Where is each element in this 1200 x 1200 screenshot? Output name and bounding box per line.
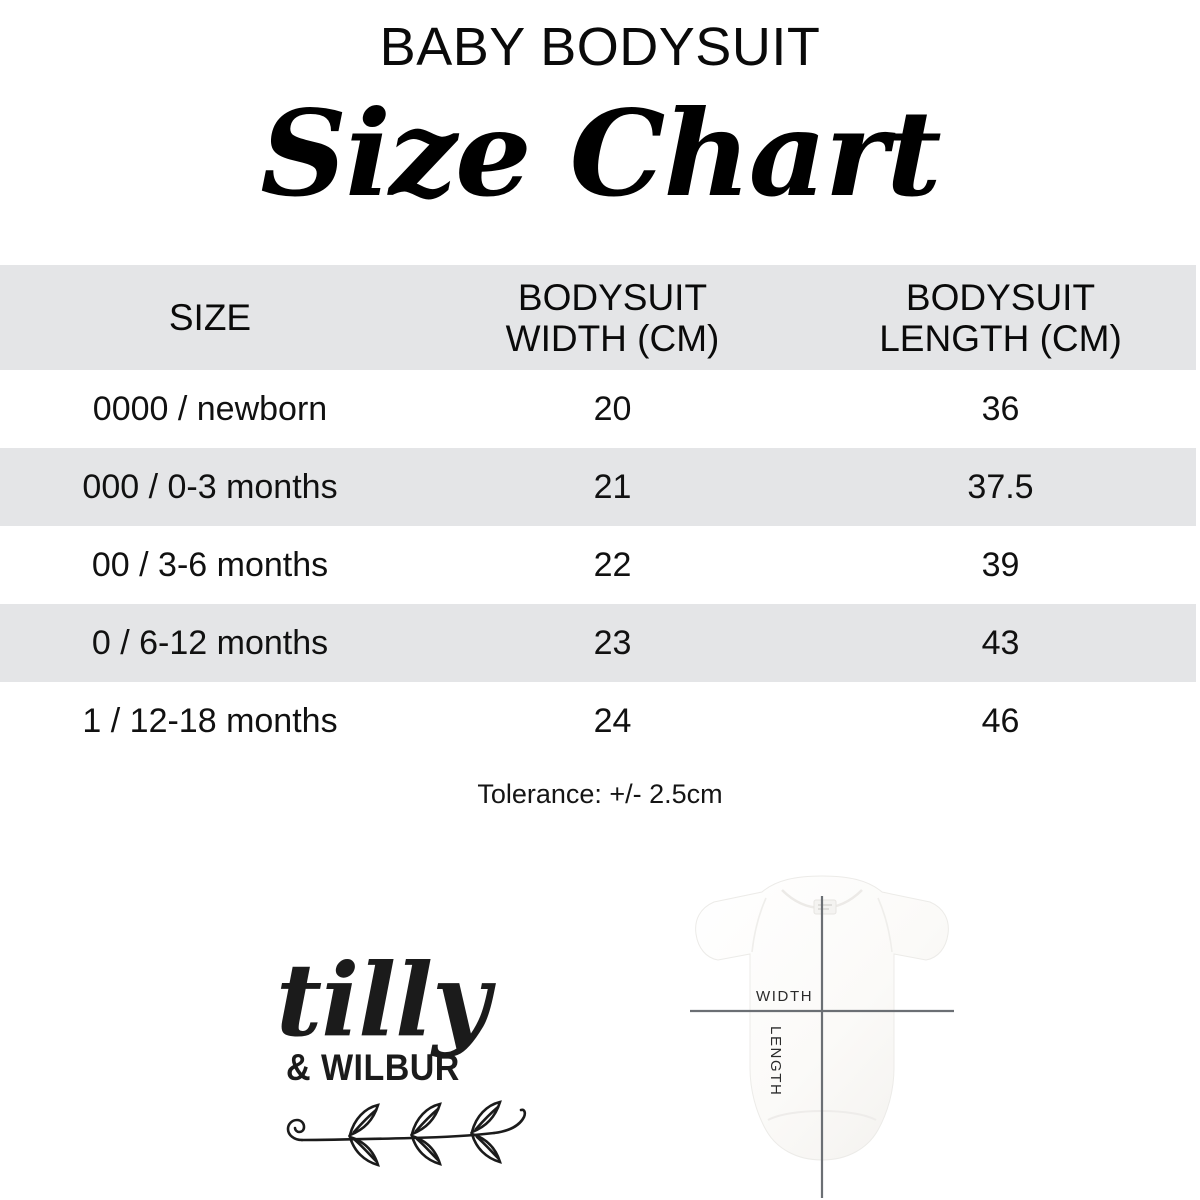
width-measure-label: WIDTH xyxy=(756,988,814,1005)
cell-length: 46 xyxy=(981,702,1020,740)
length-measure-label: LENGTH xyxy=(767,1026,784,1097)
cell-size: 000 / 0-3 months xyxy=(82,468,338,506)
neck-label-tag xyxy=(813,899,837,915)
column-header-size: SIZE xyxy=(168,297,252,338)
cell-length: 39 xyxy=(981,546,1020,584)
column-header-width-line2: WIDTH (CM) xyxy=(505,317,720,359)
cell-length: 37.5 xyxy=(967,468,1034,506)
cell-width: 24 xyxy=(593,702,632,740)
column-header-width: BODYSUIT WIDTH (CM) xyxy=(420,277,805,359)
table-row: 0 / 6-12 months 23 43 xyxy=(0,604,1196,682)
table-row: 00 / 3-6 months 22 39 xyxy=(0,526,1196,604)
cell-width: 20 xyxy=(593,390,632,428)
brand-logo: tilly & WILBUR xyxy=(262,940,552,1170)
table-header-row: SIZE BODYSUIT WIDTH (CM) BODYSUIT LENGTH… xyxy=(0,265,1196,370)
cell-size: 0 / 6-12 months xyxy=(91,624,329,662)
cell-width: 21 xyxy=(593,468,632,506)
cell-length: 36 xyxy=(981,390,1020,428)
page-subtitle: Size Chart xyxy=(260,84,941,223)
brand-subname: & WILBUR xyxy=(286,1047,460,1088)
bodysuit-illustration: WIDTH LENGTH xyxy=(672,868,972,1200)
table-row: 0000 / newborn 20 36 xyxy=(0,370,1196,448)
column-header-width-line1: BODYSUIT xyxy=(517,276,708,318)
cell-size: 0000 / newborn xyxy=(92,390,328,428)
cell-size: 00 / 3-6 months xyxy=(91,546,329,584)
size-table: SIZE BODYSUIT WIDTH (CM) BODYSUIT LENGTH… xyxy=(0,265,1196,760)
page-title: BABY BODYSUIT xyxy=(379,17,821,77)
branch-ornament-icon xyxy=(262,1085,552,1170)
cell-width: 23 xyxy=(593,624,632,662)
column-header-length-line1: BODYSUIT xyxy=(905,276,1096,318)
table-row: 1 / 12-18 months 24 46 xyxy=(0,682,1196,760)
cell-length: 43 xyxy=(981,624,1020,662)
brand-name: tilly xyxy=(276,941,490,1059)
cell-size: 1 / 12-18 months xyxy=(82,702,338,740)
table-row: 000 / 0-3 months 21 37.5 xyxy=(0,448,1196,526)
cell-width: 22 xyxy=(593,546,632,584)
tolerance-note: Tolerance: +/- 2.5cm xyxy=(477,779,723,809)
column-header-length: BODYSUIT LENGTH (CM) xyxy=(805,277,1196,359)
column-header-length-line2: LENGTH (CM) xyxy=(879,317,1122,359)
